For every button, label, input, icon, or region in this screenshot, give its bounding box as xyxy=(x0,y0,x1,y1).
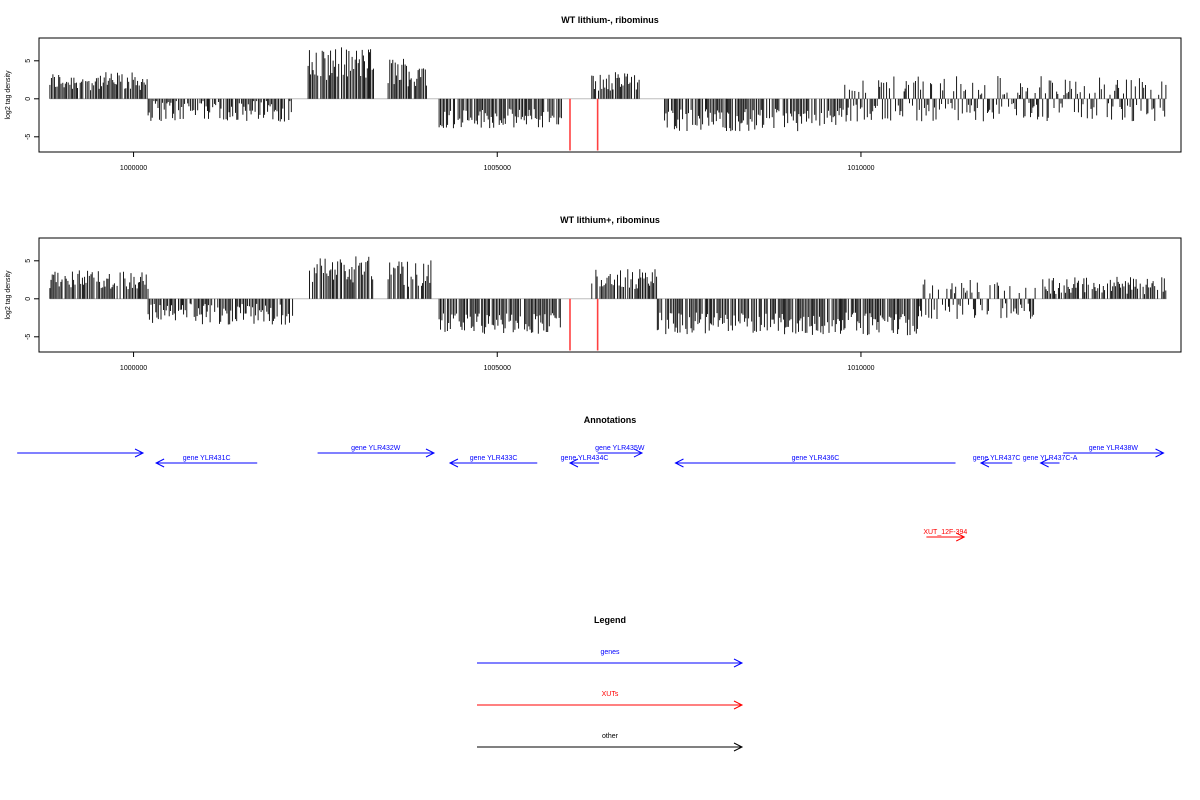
gene-arrow xyxy=(448,458,538,468)
gene-arrow xyxy=(1063,448,1165,458)
y-tick-label: 0 xyxy=(25,297,32,301)
legend-items: genes XUTs other xyxy=(477,649,744,752)
gene-arrow xyxy=(1039,458,1060,468)
gene-label: gene YLR432W xyxy=(351,445,401,452)
y-axis: -5 0 5 xyxy=(25,259,40,340)
y-axis: -5 0 5 xyxy=(25,59,40,140)
xut-arrow xyxy=(926,532,966,542)
gene-arrow xyxy=(317,448,436,458)
gene-label: gene YLR437C xyxy=(973,455,1021,462)
bar-group xyxy=(49,256,1167,351)
gene-label: gene YLR434C xyxy=(561,455,609,462)
y-tick-label: 0 xyxy=(25,97,32,101)
gene-label: gene YLR436C xyxy=(792,455,840,462)
x-tick-label: 1010000 xyxy=(847,365,874,372)
x-tick-label: 1010000 xyxy=(847,165,874,172)
y-tick-label: 5 xyxy=(25,259,32,263)
x-tick-label: 1005000 xyxy=(484,165,511,172)
xut-arrows: XUT_12F-394 xyxy=(923,529,967,542)
legend-label: other xyxy=(602,733,619,740)
gene-label: gene YLR437C-A xyxy=(1023,455,1078,462)
legend-title: Legend xyxy=(594,615,626,625)
gene-label: gene YLR431C xyxy=(183,455,231,462)
legend-arrow-genes xyxy=(477,658,744,668)
panel-lithium-minus: WT lithium-, ribominus log2 tag density … xyxy=(5,15,1182,172)
x-tick-label: 1005000 xyxy=(484,365,511,372)
gene-arrow xyxy=(674,458,956,468)
gene-label: gene YLR435W xyxy=(595,445,645,452)
y-axis-label: log2 tag density xyxy=(5,270,12,320)
gene-arrow xyxy=(17,448,145,458)
panel-lithium-plus: WT lithium+, ribominus log2 tag density … xyxy=(5,215,1182,372)
panel-title: WT lithium+, ribominus xyxy=(560,215,660,225)
x-tick-label: 1000000 xyxy=(120,165,147,172)
gene-arrow xyxy=(568,458,600,468)
y-tick-label: 5 xyxy=(25,59,32,63)
gene-label: gene YLR438W xyxy=(1089,445,1139,452)
bar-group xyxy=(49,47,1167,151)
panel-title: WT lithium-, ribominus xyxy=(561,15,659,25)
x-axis: 1000000 1005000 1010000 xyxy=(120,351,875,372)
legend-arrow-xuts xyxy=(477,700,744,710)
x-axis: 1000000 1005000 1010000 xyxy=(120,151,875,172)
gene-arrow xyxy=(154,458,258,468)
x-tick-label: 1000000 xyxy=(120,365,147,372)
gene-arrow xyxy=(979,458,1013,468)
legend-arrow-other xyxy=(477,742,744,752)
legend-label: XUTs xyxy=(602,691,619,698)
annotations-title: Annotations xyxy=(584,415,637,425)
gene-arrows: gene YLR431C gene YLR432W gene YLR433C gene… xyxy=(17,445,1165,468)
legend-label: genes xyxy=(600,649,620,656)
legend: Legend genes XUTs other xyxy=(477,615,744,752)
y-tick-label: -5 xyxy=(25,134,32,140)
y-tick-label: -5 xyxy=(25,334,32,340)
y-axis-label: log2 tag density xyxy=(5,70,12,120)
gene-arrow xyxy=(597,448,644,458)
xut-label: XUT_12F-394 xyxy=(923,529,967,536)
gene-label: gene YLR433C xyxy=(470,455,518,462)
